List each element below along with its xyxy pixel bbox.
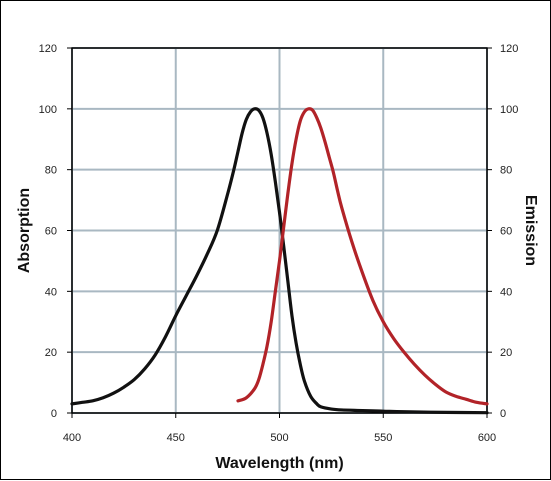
y-tick-label-left-0: 0: [51, 408, 57, 420]
y-axis-title-right: Emission: [522, 195, 539, 266]
grid-layer: [71, 47, 488, 414]
y-tick-label-right-1: 20: [500, 347, 512, 359]
y-tick-label-right-4: 80: [500, 165, 512, 177]
y-tick-label-left-4: 80: [45, 165, 57, 177]
y-tick-label-left-6: 120: [39, 43, 57, 55]
y-axis-title-left: Absorption: [16, 188, 33, 273]
x-tick-label-4: 600: [478, 432, 496, 444]
x-axis-title: Wavelength (nm): [215, 455, 343, 472]
emission-curve: [236, 107, 489, 406]
y-tick-label-left-1: 20: [45, 347, 57, 359]
x-tick-label-2: 500: [270, 432, 288, 444]
y-tick-label-right-3: 60: [500, 226, 512, 238]
tick-label-layer: 400 450 500 550 600 0 20 40 60 80 100 120 0 20 40 60 80 1…: [39, 43, 519, 444]
y-tick-label-right-6: 120: [500, 43, 518, 55]
x-tick-label-1: 450: [167, 432, 185, 444]
y-tick-label-left-2: 40: [45, 286, 57, 298]
y-tick-label-right-0: 0: [500, 408, 506, 420]
y-tick-label-right-5: 100: [500, 104, 518, 116]
x-tick-label-0: 400: [63, 432, 81, 444]
absorption-curve: [70, 107, 489, 415]
y-tick-label-right-2: 40: [500, 286, 512, 298]
y-tick-label-left-5: 100: [39, 104, 57, 116]
series-layer: [70, 107, 489, 415]
x-tick-label-3: 550: [374, 432, 392, 444]
y-tick-label-left-3: 60: [45, 226, 57, 238]
